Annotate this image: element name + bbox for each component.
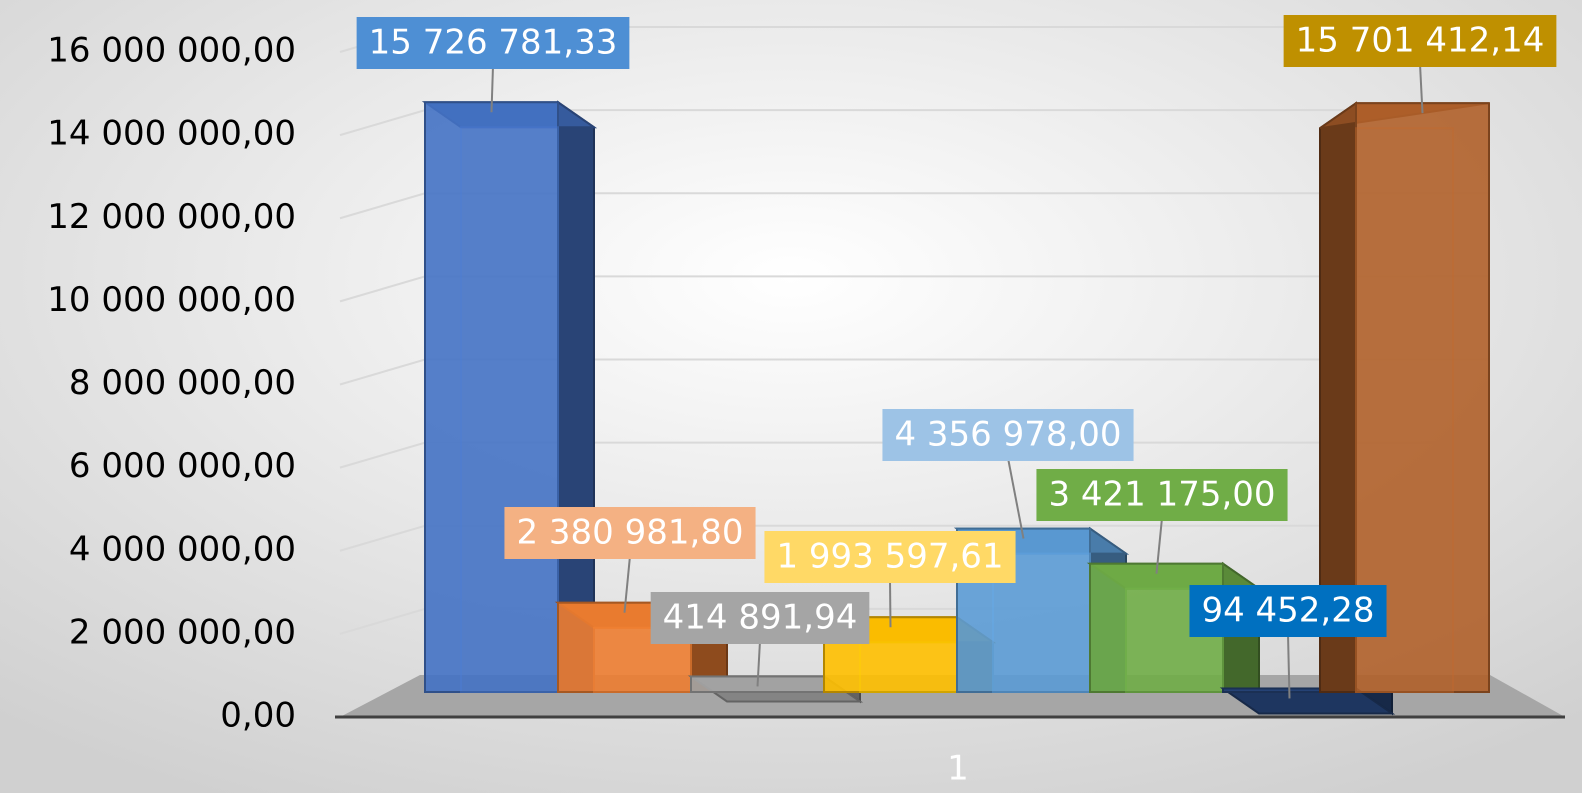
leader-line [889, 579, 892, 628]
y-tick-label: 6 000 000,00 [69, 446, 296, 486]
data-label: 3 421 175,00 [1048, 475, 1275, 515]
leader-line [490, 65, 494, 113]
leader-line [1419, 63, 1424, 114]
bar-inner-edge [1355, 127, 1454, 694]
data-label-box [356, 17, 630, 69]
data-label: 4 356 978,00 [894, 415, 1121, 455]
leader-line [1155, 517, 1163, 574]
y-tick-label: 0,00 [220, 696, 296, 736]
data-label: 1 993 597,61 [776, 537, 1003, 577]
data-label-box [882, 409, 1134, 461]
leader-line [623, 555, 631, 613]
leader-line [1007, 457, 1025, 539]
data-label: 15 726 781,33 [369, 23, 618, 63]
data-label: 2 380 981,80 [516, 513, 743, 553]
bar-inner-edge [1125, 587, 1224, 693]
data-label-box [504, 507, 756, 559]
x-tick-label: 1 [947, 749, 969, 789]
y-tick-label: 12 000 000,00 [47, 197, 296, 237]
data-label: 15 701 412,14 [1296, 21, 1545, 61]
bar-inner-edge [460, 126, 559, 693]
bar [557, 601, 692, 694]
data-label-box [650, 592, 870, 644]
data-label: 414 891,94 [663, 598, 858, 638]
leader-line [1287, 633, 1291, 699]
leader-line [756, 640, 761, 687]
bar [424, 101, 559, 693]
data-label-box [1283, 15, 1557, 67]
data-label-box [1189, 585, 1387, 637]
y-tick-label: 4 000 000,00 [69, 529, 296, 569]
y-tick-label: 10 000 000,00 [47, 280, 296, 320]
y-tick-label: 16 000 000,00 [47, 31, 296, 71]
y-tick-label: 8 000 000,00 [69, 363, 296, 403]
y-tick-label: 2 000 000,00 [69, 612, 296, 652]
y-tick-label: 14 000 000,00 [47, 114, 296, 154]
bar-inner-edge [593, 626, 692, 694]
data-label: 94 452,28 [1201, 591, 1374, 631]
data-label-box [1036, 469, 1288, 521]
data-label-box [764, 531, 1016, 583]
